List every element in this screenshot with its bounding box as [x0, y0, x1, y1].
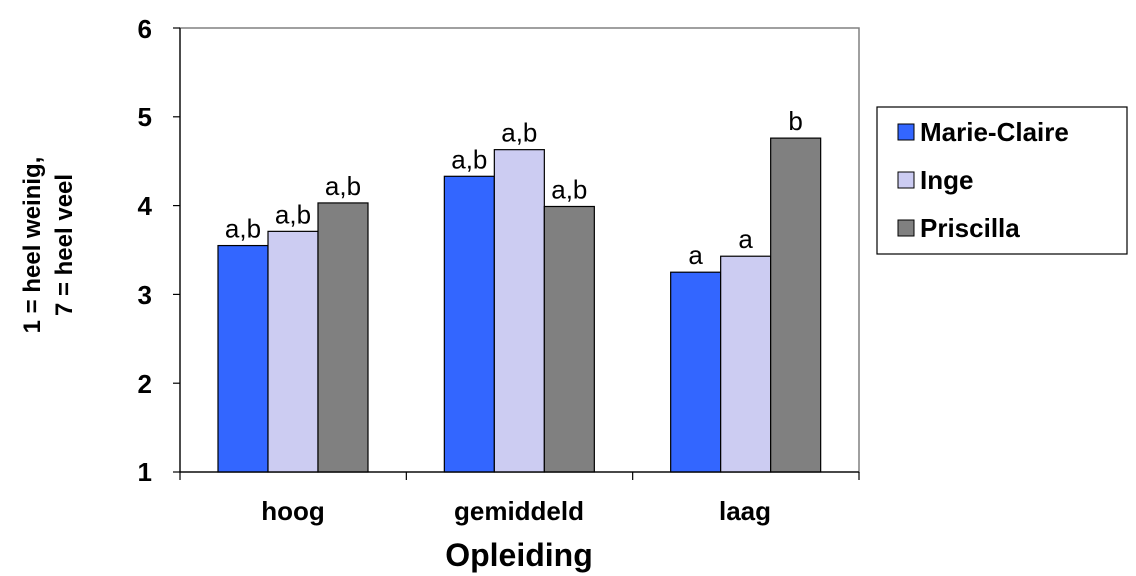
- y-tick-label: 5: [138, 102, 152, 132]
- bar-data-label: a: [688, 240, 703, 270]
- bar-hoog-priscilla: [317, 202, 369, 473]
- y-tick-label: 3: [138, 280, 152, 310]
- legend-swatch-priscilla: [897, 219, 915, 237]
- legend-label-marie-claire: Marie-Claire: [920, 117, 1069, 147]
- legend-swatch-inge: [897, 171, 915, 189]
- bar-data-label: a,b: [225, 214, 261, 244]
- bar-data-label: a,b: [501, 118, 537, 148]
- legend: Marie-Claire Inge Priscilla: [876, 106, 1128, 255]
- y-axis-title: 1 = heel weinig, 7 = heel veel: [19, 157, 78, 334]
- bar-data-label: b: [788, 106, 802, 136]
- bar-data-label: a,b: [275, 199, 311, 229]
- bar-gemiddeld-priscilla: [543, 205, 595, 473]
- bar-laag-marie-claire: [670, 271, 722, 473]
- y-tick-label: 6: [138, 14, 152, 44]
- bar-laag-inge: [720, 255, 772, 473]
- bar-data-label: a: [738, 224, 753, 254]
- y-axis-title-line-1: 1 = heel weinig,: [19, 157, 46, 334]
- bar-gemiddeld-marie-claire: [443, 175, 495, 473]
- legend-swatch-marie-claire: [897, 123, 915, 141]
- y-tick-marks: [173, 27, 181, 473]
- bars: [217, 137, 822, 473]
- legend-label-priscilla: Priscilla: [920, 213, 1020, 243]
- y-tick-label: 1: [138, 457, 152, 487]
- x-category-label: laag: [719, 496, 771, 526]
- y-tick-label: 2: [138, 369, 152, 399]
- legend-box: [876, 106, 1128, 255]
- y-axis-title-line-2: 7 = heel veel: [51, 174, 78, 316]
- bar-data-label: a,b: [325, 171, 361, 201]
- x-tick-marks: [179, 471, 860, 480]
- data-labels: a,b a,b a,b a,b a,b a,b a a b: [225, 106, 803, 270]
- y-axis: 1 2 3 4 5 6: [138, 14, 153, 487]
- x-category-label: hoog: [261, 496, 325, 526]
- y-tick-label: 4: [138, 191, 153, 221]
- legend-label-inge: Inge: [920, 165, 973, 195]
- bar-data-label: a,b: [551, 174, 587, 204]
- bar-hoog-marie-claire: [217, 244, 269, 473]
- x-axis-title: Opleiding: [445, 537, 593, 573]
- bar-laag-priscilla: [770, 137, 822, 473]
- bar-gemiddeld-inge: [493, 149, 545, 473]
- bar-hoog-inge: [267, 230, 319, 473]
- bar-data-label: a,b: [451, 144, 487, 174]
- x-category-label: gemiddeld: [454, 496, 584, 526]
